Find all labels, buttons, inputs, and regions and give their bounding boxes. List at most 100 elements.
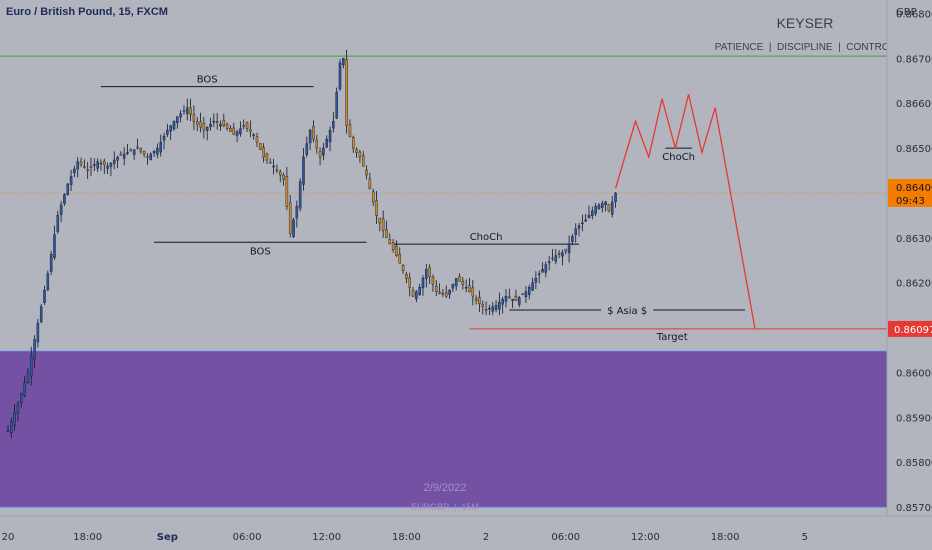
candle-body xyxy=(86,169,89,171)
candle-body xyxy=(411,290,415,297)
candle-body xyxy=(49,254,53,272)
candle-body xyxy=(488,307,491,310)
candles-layer xyxy=(6,49,617,438)
candle-body xyxy=(564,248,568,252)
x-tick-label: Sep xyxy=(157,532,178,543)
candle-body xyxy=(401,265,405,271)
candle-body xyxy=(584,219,587,222)
candle-body xyxy=(365,169,368,176)
structure-label: BOS xyxy=(250,246,271,257)
candle-body xyxy=(567,243,571,253)
candle-body xyxy=(591,210,594,216)
candle-body xyxy=(295,206,299,219)
candle-body xyxy=(169,125,172,132)
candle-body xyxy=(464,286,468,289)
candle-body xyxy=(518,297,521,305)
candle-body xyxy=(604,201,607,205)
candle-body xyxy=(405,274,408,279)
target-price-box xyxy=(888,320,932,337)
candle-body xyxy=(348,124,352,138)
candle-body xyxy=(63,194,66,204)
x-tick-label: 2 xyxy=(483,532,489,543)
candle-body xyxy=(448,289,451,295)
candle-body xyxy=(534,277,538,283)
candle-body xyxy=(262,147,265,158)
candle-body xyxy=(537,273,541,275)
candle-body xyxy=(275,169,279,172)
candle-body xyxy=(551,257,554,260)
candle-body xyxy=(76,161,79,170)
projection-path xyxy=(614,94,756,330)
candle-body xyxy=(381,218,385,231)
candle-body xyxy=(146,156,149,158)
candle-body xyxy=(139,147,143,152)
candle-body xyxy=(182,110,186,112)
candle-body xyxy=(557,253,561,255)
candle-body xyxy=(577,225,581,229)
candle-body xyxy=(527,286,531,295)
candle-body xyxy=(59,204,63,215)
candle-body xyxy=(524,291,528,298)
candle-body xyxy=(292,219,295,237)
target-annotation-label: Target xyxy=(656,332,688,343)
candle-body xyxy=(116,156,119,161)
candle-body xyxy=(209,123,212,127)
candle-body xyxy=(6,430,10,432)
y-axis-panel[interactable] xyxy=(887,0,932,516)
candle-body xyxy=(581,222,584,225)
symbol-title[interactable]: Euro / British Pound, 15, FXCM xyxy=(6,6,168,18)
candle-body xyxy=(106,165,109,169)
brand-motto: PATIENCE | DISCIPLINE | CONTROL xyxy=(715,42,896,53)
structure-label: BOS xyxy=(197,75,218,86)
candle-body xyxy=(561,252,564,257)
candle-body xyxy=(491,306,494,312)
candle-body xyxy=(202,122,206,131)
candle-body xyxy=(172,120,176,130)
candle-body xyxy=(179,113,182,118)
candle-body xyxy=(93,164,96,166)
candle-body xyxy=(514,295,518,301)
candle-body xyxy=(302,156,305,185)
x-tick-label: 20 xyxy=(2,532,15,543)
candle-body xyxy=(541,269,544,273)
candle-body xyxy=(265,153,269,161)
candle-body xyxy=(421,277,425,289)
x-axis-panel[interactable] xyxy=(0,516,932,550)
candle-body xyxy=(398,254,402,264)
candle-body xyxy=(119,153,123,156)
candle-body xyxy=(597,204,601,209)
candle-body xyxy=(315,140,319,149)
candle-body xyxy=(610,201,614,215)
candle-body xyxy=(574,228,577,235)
candle-body xyxy=(56,215,60,232)
candle-body xyxy=(142,150,146,155)
candle-body xyxy=(136,146,139,149)
candle-body xyxy=(192,114,196,122)
candle-body xyxy=(352,136,355,149)
candle-body xyxy=(26,372,30,383)
candle-body xyxy=(441,292,445,295)
structure-label: ChoCh xyxy=(662,152,695,163)
candle-body xyxy=(103,160,106,165)
candle-body xyxy=(219,123,222,127)
candle-body xyxy=(212,120,216,123)
candle-body xyxy=(199,121,202,128)
candle-body xyxy=(345,59,348,126)
candle-body xyxy=(544,264,548,273)
x-tick-label: 06:00 xyxy=(551,532,580,543)
candle-body xyxy=(358,151,362,158)
candle-body xyxy=(83,166,86,168)
candle-body xyxy=(126,152,129,154)
current-price-box xyxy=(888,178,932,207)
candle-body xyxy=(166,129,169,135)
candle-body xyxy=(99,162,103,165)
